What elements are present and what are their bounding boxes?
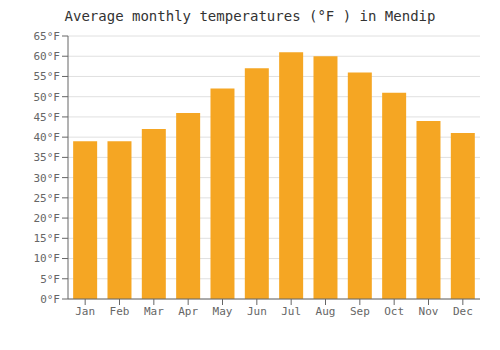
svg-text:55°F: 55°F (34, 70, 61, 83)
svg-text:45°F: 45°F (34, 111, 61, 124)
html-text:Average monthly temperatures (: Average monthly temperatures (°F ) in Me… (64, 8, 436, 24)
svg-text:Sep: Sep (350, 305, 370, 318)
svg-text:0°F: 0°F (40, 293, 60, 306)
svg-text:20°F: 20°F (34, 212, 61, 225)
svg-text:40°F: 40°F (34, 131, 61, 144)
svg-text:60°F: 60°F (34, 50, 61, 63)
svg-text:Jan: Jan (75, 305, 95, 318)
svg-text:Jun: Jun (247, 305, 267, 318)
svg-text:30°F: 30°F (34, 172, 61, 185)
svg-text:Dec: Dec (453, 305, 473, 318)
svg-text:Feb: Feb (110, 305, 130, 318)
svg-text:10°F: 10°F (34, 252, 61, 265)
svg-text:5°F: 5°F (40, 273, 60, 286)
svg-text:Aug: Aug (316, 305, 336, 318)
svg-text:May: May (213, 305, 233, 318)
svg-text:Jul: Jul (281, 305, 301, 318)
svg-text:35°F: 35°F (34, 151, 61, 164)
svg-text:50°F: 50°F (34, 91, 61, 104)
svg-text:65°F: 65°F (34, 30, 61, 43)
svg-text:15°F: 15°F (34, 232, 61, 245)
svg-text:25°F: 25°F (34, 192, 61, 205)
svg-text:Nov: Nov (419, 305, 439, 318)
svg-text:Apr: Apr (178, 305, 198, 318)
svg-text:Mar: Mar (144, 305, 164, 318)
svg-text:Oct: Oct (384, 305, 404, 318)
